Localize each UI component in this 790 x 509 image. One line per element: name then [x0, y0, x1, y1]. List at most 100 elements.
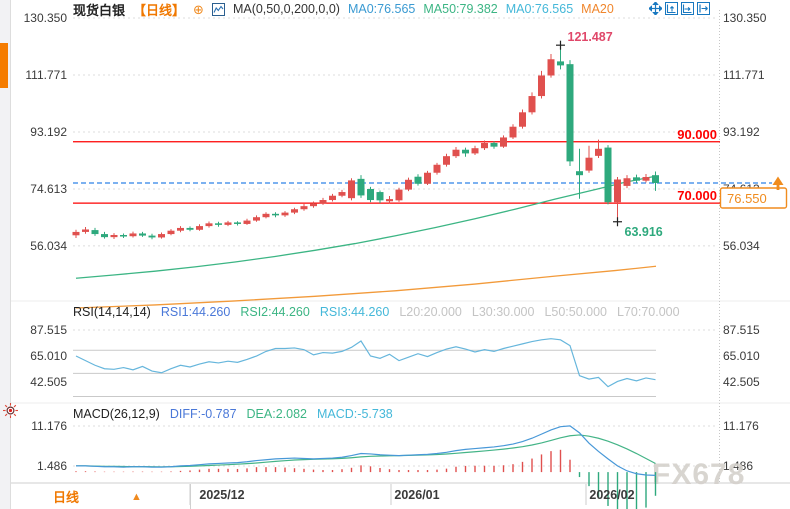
- candle: [281, 212, 289, 216]
- ma20-value: MA20: [581, 2, 614, 16]
- rsi-axis-label-right: 65.010: [723, 349, 760, 363]
- x-axis-label-feb: 2026/02: [589, 488, 635, 502]
- rsi-line: [75, 338, 656, 388]
- fit-vertical-axis-icon[interactable]: [665, 2, 678, 15]
- candle: [272, 213, 279, 216]
- timeframe-selector-label[interactable]: 日线: [53, 490, 80, 505]
- ma-settings-label[interactable]: MA(0,50,0,200,0,0): [232, 2, 340, 16]
- fit-horizontal-axis-icon[interactable]: [681, 2, 694, 15]
- chart-toolbar: [649, 2, 710, 15]
- go-to-latest-icon[interactable]: [697, 2, 710, 15]
- macd-diff-value: DIFF:-0.787: [169, 406, 237, 421]
- candle: [633, 177, 640, 181]
- candle: [243, 220, 251, 224]
- candle: [462, 149, 469, 154]
- timeframe-label[interactable]: 【日线】: [133, 2, 186, 18]
- candle: [376, 192, 384, 201]
- candle: [357, 178, 365, 196]
- candle: [642, 177, 650, 181]
- macd-axis-label-left: 11.176: [31, 419, 67, 433]
- candle: [262, 213, 270, 218]
- macd-indicator-name[interactable]: MACD(26,12,9): [73, 406, 160, 421]
- rsi-l30-value: L30:30.000: [471, 304, 535, 319]
- candle: [386, 199, 393, 202]
- macd-dea-value: DEA:2.082: [246, 406, 307, 421]
- candle: [443, 156, 450, 165]
- candle: [538, 75, 545, 97]
- candle: [110, 234, 118, 238]
- macd-axis-label-right: 1.486: [723, 459, 753, 473]
- macd-dea-line: [76, 434, 656, 468]
- ma50-value: MA50:79.382: [423, 2, 498, 16]
- x-axis-label-jan: 2026/01: [394, 488, 440, 502]
- move-icon[interactable]: [649, 2, 662, 15]
- candle: [471, 148, 479, 154]
- indicator-sun-icon[interactable]: [2, 402, 19, 419]
- price-up-arrow-icon: [776, 185, 780, 191]
- timeframe-selector[interactable]: 日线 ▲: [10, 484, 191, 509]
- ma50-line: [75, 175, 657, 279]
- chart-type-icon[interactable]: [211, 2, 225, 16]
- rsi-l20-value: L20:20.000: [399, 304, 462, 319]
- candle: [253, 217, 260, 221]
- candle: [91, 230, 99, 235]
- candle: [614, 179, 621, 203]
- macd-value: MACD:-5.738: [317, 406, 393, 421]
- y-axis-label-right: 111.771: [723, 68, 765, 82]
- time-axis-bar: 日线 ▲ 2025/12 2026/01 2026/02: [10, 484, 790, 509]
- candle: [604, 147, 612, 203]
- rsi-axis-label-left: 42.505: [30, 375, 67, 389]
- candle: [452, 149, 460, 157]
- current-price-value: 76.550: [727, 191, 767, 206]
- y-axis-label-right: 56.034: [723, 239, 760, 253]
- rsi-axis-label-right: 42.505: [723, 375, 760, 389]
- rsi-l50-value: L50:50.000: [544, 304, 608, 319]
- candle: [205, 223, 213, 227]
- chart-header: 现货白银 【日线】 ⊕ MA(0,50,0,200,0,0) MA0:76.56…: [73, 1, 614, 18]
- candle: [186, 227, 194, 230]
- candle: [300, 206, 308, 210]
- high-price-label: 121.487: [568, 30, 613, 44]
- candle: [509, 126, 517, 138]
- symbol-title: 现货白银: [73, 2, 126, 18]
- candle: [72, 231, 80, 236]
- candle: [519, 112, 526, 127]
- y-axis-label-left: 111.771: [25, 68, 67, 82]
- candle: [490, 142, 498, 147]
- sidebar-scroll-indicator[interactable]: [0, 43, 8, 88]
- candle: [367, 188, 374, 201]
- macd-axis-label-left: 1.486: [37, 459, 67, 473]
- candle: [566, 64, 574, 162]
- candle: [576, 171, 583, 176]
- candle: [652, 175, 659, 184]
- candle: [395, 189, 403, 201]
- candle: [338, 192, 346, 196]
- candle: [424, 172, 431, 184]
- current-price-box: [719, 187, 788, 209]
- candle: [500, 137, 507, 147]
- candle: [148, 235, 156, 238]
- y-axis-label-left: 93.192: [30, 125, 67, 139]
- rsi-legend: RSI(14,14,14) RSI1:44.260 RSI2:44.260 RS…: [73, 304, 680, 319]
- left-sidebar: [0, 0, 11, 509]
- candle: [528, 96, 536, 113]
- rsi-indicator-name[interactable]: RSI(14,14,14): [73, 304, 151, 319]
- ma200-line: [75, 265, 657, 309]
- candle: [405, 179, 412, 190]
- add-indicator-icon[interactable]: ⊕: [193, 1, 204, 17]
- candle: [224, 222, 232, 225]
- candle: [234, 222, 241, 224]
- candle: [557, 61, 564, 66]
- rsi-axis-label-right: 87.515: [723, 323, 760, 337]
- timeframe-up-arrow-icon[interactable]: ▲: [131, 490, 142, 503]
- candle: [623, 178, 631, 186]
- macd-legend: MACD(26,12,9) DIFF:-0.787 DEA:2.082 MACD…: [73, 406, 393, 421]
- candle: [481, 142, 488, 149]
- y-axis-label-left: 74.613: [30, 182, 67, 196]
- rsi-l70-value: L70:70.000: [617, 304, 680, 319]
- candle: [196, 226, 203, 230]
- candle: [167, 230, 175, 235]
- candle: [82, 229, 89, 232]
